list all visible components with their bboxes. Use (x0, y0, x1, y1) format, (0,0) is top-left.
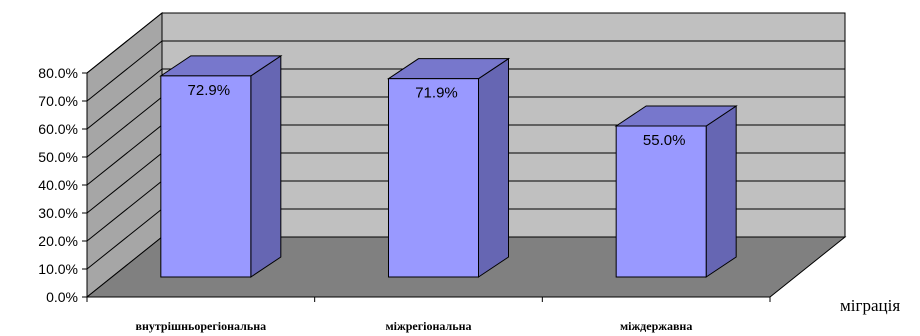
x-tick-label: міжрегіональна (385, 319, 471, 333)
bar-side (250, 54, 282, 278)
y-tick-label: 50.0% (38, 149, 78, 165)
bar-front (615, 125, 707, 278)
bar: 72.9% (159, 54, 283, 278)
x-axis-label: міграція (840, 296, 900, 315)
bar-side (705, 105, 737, 278)
bar-front (160, 75, 252, 278)
y-axis: 0.0% 10.0% 20.0% 30.0% 40.0% 50.0% 60.0% 70.0% 8… (38, 65, 88, 305)
y-tick-label: 60.0% (38, 121, 78, 137)
x-tick-label: міждержавна (620, 319, 692, 333)
gridline (86, 68, 845, 130)
y-tick-label: 30.0% (38, 205, 78, 221)
bar-front (388, 78, 479, 278)
data-label: 71.9% (415, 85, 458, 102)
y-tick-label: 0.0% (46, 289, 78, 305)
data-label: 72.9% (188, 82, 231, 99)
bar: 55.0% (614, 105, 738, 278)
y-tick-label: 70.0% (38, 93, 78, 109)
y-tick-label: 20.0% (38, 233, 78, 249)
bars: 72.9% 71.9% 55.0% (159, 54, 738, 278)
bar-side (478, 57, 509, 278)
y-tick-label: 80.0% (38, 65, 78, 81)
bar: 71.9% (386, 57, 511, 278)
y-tick-label: 40.0% (38, 177, 78, 193)
gridline (86, 40, 845, 102)
y-tick-label: 10.0% (38, 261, 78, 277)
gridline (86, 12, 845, 74)
x-tick-label: внутрішньорегіональна (136, 319, 267, 333)
data-label: 55.0% (643, 132, 686, 149)
x-axis: внутрішньорегіональна міжрегіональна міжде… (86, 296, 771, 333)
